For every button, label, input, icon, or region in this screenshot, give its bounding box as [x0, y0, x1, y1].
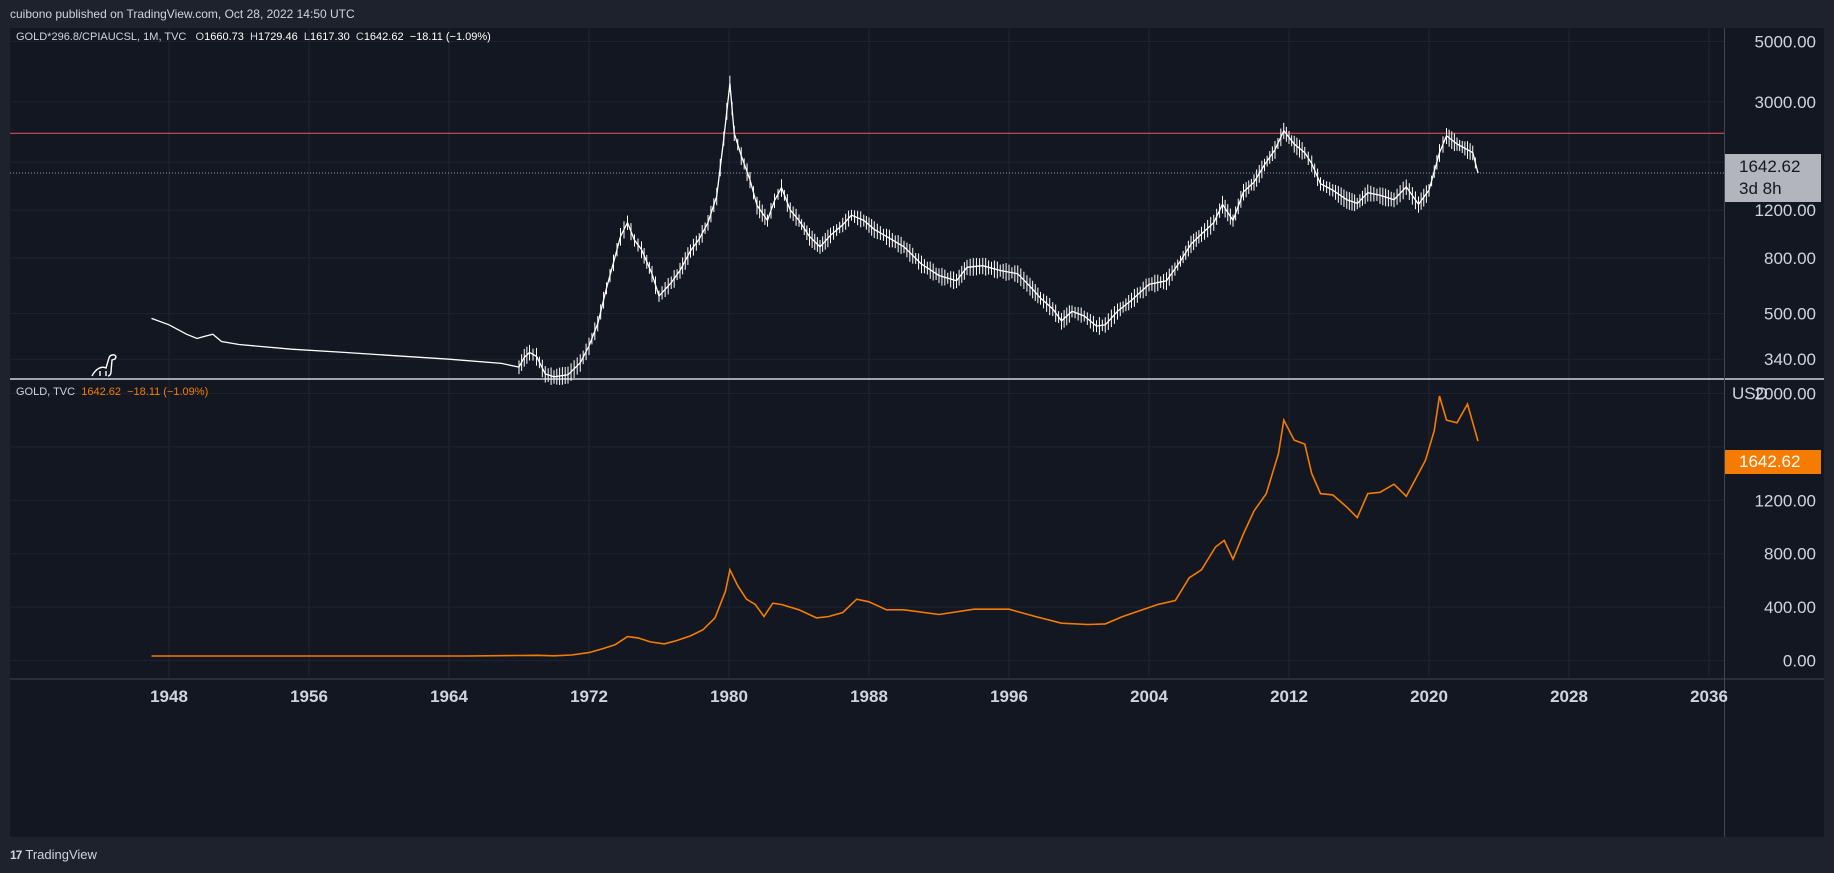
x-tick-label: 1996 [990, 687, 1028, 706]
footer: 17 TradingView [0, 837, 1834, 873]
lower-y-tick-label: 1200.00 [1755, 491, 1816, 510]
publish-info: cuibono published on TradingView.com, Oc… [10, 7, 355, 21]
x-tick-label: 2028 [1550, 687, 1588, 706]
lower-y-tick-label: 0.00 [1783, 652, 1816, 671]
chart-canvas[interactable]: 5000.003000.001800.001200.00800.00500.00… [10, 28, 1824, 837]
upper-y-tick-label: 3000.00 [1755, 93, 1816, 112]
lower-price: 1642.62 [81, 386, 121, 398]
upper-y-tick-label: 1200.00 [1755, 201, 1816, 220]
x-tick-label: 1980 [710, 687, 748, 706]
x-tick-label: 2004 [1130, 687, 1168, 706]
tradingview-logo[interactable]: 17 TradingView [10, 847, 97, 862]
low-value: 1617.30 [309, 31, 350, 43]
x-tick-label: 2036 [1690, 687, 1728, 706]
publish-bar: cuibono published on TradingView.com, Oc… [0, 0, 1834, 28]
upper-series-line [151, 83, 1479, 378]
close-value: 1642.62 [363, 31, 404, 43]
x-tick-label: 2012 [1270, 687, 1308, 706]
dinosaur-icon [91, 354, 117, 377]
x-tick-label: 1988 [850, 687, 888, 706]
chart-area[interactable]: 5000.003000.001800.001200.00800.00500.00… [10, 28, 1824, 837]
open-value: 1660.73 [204, 31, 244, 43]
close-label: C [355, 31, 364, 43]
upper-last-price: 1642.62 [1739, 157, 1801, 176]
lower-symbol: GOLD, TVC [16, 386, 76, 398]
upper-legend: GOLD*296.8/CPIAUCSL, 1M, TVC O1660.73 H1… [16, 31, 491, 43]
low-label: L [303, 31, 310, 43]
lower-y-tick-label: 400.00 [1764, 598, 1816, 617]
upper-y-tick-label: 5000.00 [1755, 32, 1816, 51]
lower-series-line [151, 395, 1479, 657]
upper-symbol: GOLD*296.8/CPIAUCSL, 1M, TVC [16, 31, 187, 43]
tradingview-mark-icon: 17 [10, 848, 22, 862]
currency-label: USD [1732, 384, 1768, 403]
upper-last-price-tag: 1642.62 3d 8h [1725, 154, 1821, 202]
upper-y-tick-label: 500.00 [1764, 305, 1816, 324]
lower-change: −18.11 (−1.09%) [127, 386, 209, 398]
lower-last-price: 1642.62 [1739, 452, 1801, 471]
x-tick-label: 1956 [290, 687, 328, 706]
x-tick-label: 1948 [150, 687, 188, 706]
lower-y-tick-label: 2000.00 [1755, 384, 1816, 403]
upper-y-tick-label: 800.00 [1764, 249, 1816, 268]
high-label: H [250, 31, 258, 43]
x-tick-label: 1964 [430, 687, 468, 706]
upper-change: −18.11 (−1.09%) [409, 31, 491, 43]
tradingview-wordmark: TradingView [25, 847, 97, 862]
open-label: O [195, 31, 205, 43]
lower-last-price-tag: 1642.62 [1725, 450, 1821, 474]
high-value: 1729.46 [257, 31, 298, 43]
lower-legend: GOLD, TVC 1642.62 −18.11 (−1.09%) [16, 386, 208, 398]
upper-y-tick-label: 340.00 [1764, 350, 1816, 369]
x-tick-label: 1972 [570, 687, 608, 706]
x-tick-label: 2020 [1410, 687, 1448, 706]
lower-y-tick-label: 800.00 [1764, 545, 1816, 564]
upper-countdown: 3d 8h [1739, 179, 1782, 198]
